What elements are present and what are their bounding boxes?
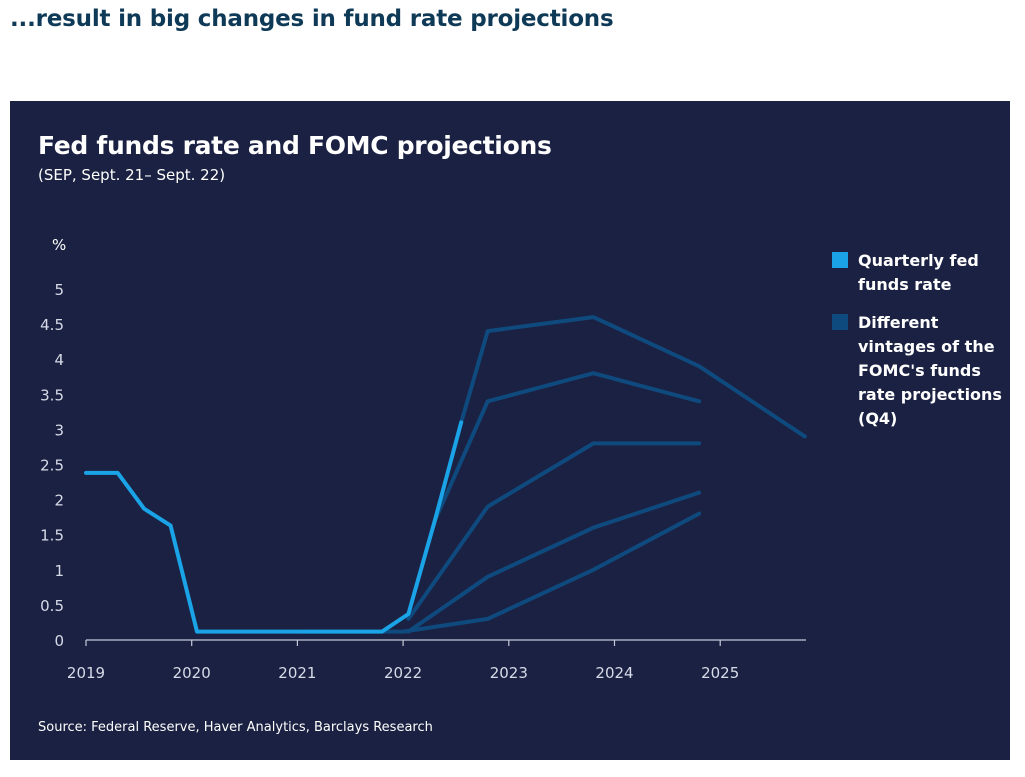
x-tick-label-2025: 2025 [701, 664, 739, 682]
x-tick-label-2024: 2024 [595, 664, 633, 682]
legend-label-actual: Quarterly fed funds rate [858, 251, 979, 294]
y-tick-label-2-5: 2.5 [40, 457, 64, 475]
legend-item-actual: Quarterly fed funds rate [832, 249, 1002, 297]
x-tick-label-2023: 2023 [490, 664, 528, 682]
y-tick-label-5: 5 [54, 281, 64, 299]
y-tick-label-0: 0 [54, 632, 64, 650]
legend-swatch-actual [832, 252, 848, 268]
y-tick-label-2: 2 [54, 492, 64, 510]
legend-swatch-projections [832, 314, 848, 330]
legend-label-projections: Different vintages of the FOMC's funds r… [858, 313, 1002, 428]
y-tick-label-1: 1 [54, 562, 64, 580]
y-axis: 0 0.5 1 1.5 2 2.5 3 3.5 4 4.5 5 [40, 281, 64, 650]
line-chart: 2019 2020 2021 2022 2023 2024 2025 0 0.5 1 1.5 2 2.… [40, 236, 807, 682]
y-tick-label-3: 3 [54, 421, 64, 439]
actual-rate-line-group [84, 420, 464, 634]
x-axis: 2019 2020 2021 2022 2023 2024 2025 [67, 639, 806, 682]
page-heading: ...result in big changes in fund rate pr… [10, 6, 614, 32]
y-tick-label-4: 4 [54, 351, 64, 369]
legend: Quarterly fed funds rate Different vinta… [832, 249, 1002, 445]
legend-item-projections: Different vintages of the FOMC's funds r… [832, 311, 1002, 431]
y-tick-label-0-5: 0.5 [40, 597, 64, 615]
y-tick-label-4-5: 4.5 [40, 316, 64, 334]
chart-subtitle: (SEP, Sept. 21– Sept. 22) [38, 166, 226, 184]
y-tick-label-3-5: 3.5 [40, 386, 64, 404]
projection-line-4 [432, 371, 702, 523]
projection-line-5 [459, 315, 807, 439]
projection-line-3 [406, 441, 702, 621]
x-tick-label-2019: 2019 [67, 664, 105, 682]
y-axis-unit-label: % [52, 236, 66, 254]
x-tick-label-2022: 2022 [384, 664, 422, 682]
y-tick-label-1-5: 1.5 [40, 527, 64, 545]
x-tick-label-2020: 2020 [173, 664, 211, 682]
actual-rate-line [84, 420, 464, 634]
projection-line-2 [406, 490, 702, 634]
chart-title: Fed funds rate and FOMC projections [38, 131, 552, 160]
projection-lines [300, 315, 807, 634]
x-tick-label-2021: 2021 [278, 664, 316, 682]
source-note: Source: Federal Reserve, Haver Analytics… [38, 720, 433, 735]
chart-panel: Fed funds rate and FOMC projections (SEP… [10, 101, 1010, 760]
